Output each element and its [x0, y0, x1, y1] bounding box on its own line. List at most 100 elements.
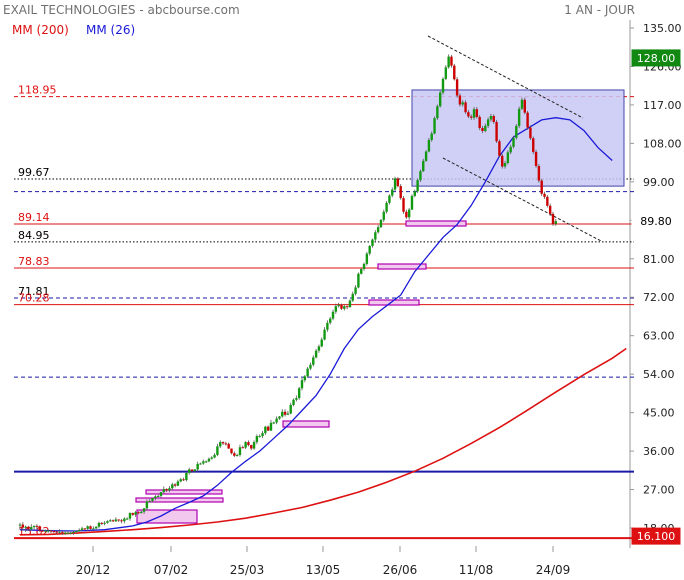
candle-body	[272, 422, 275, 424]
candle-body	[492, 116, 495, 123]
candle-body	[345, 306, 349, 308]
candle-body	[30, 527, 33, 530]
price-tag-label: 16.100	[637, 530, 676, 543]
candle-body	[35, 525, 39, 527]
zone-box	[405, 220, 467, 227]
candle-body	[368, 245, 371, 254]
candle-body	[264, 426, 267, 434]
candle-body	[41, 530, 44, 532]
candle-body	[27, 526, 30, 530]
candle-body	[484, 125, 487, 131]
y-tick-label: 81.00	[643, 253, 675, 266]
candle-body	[244, 442, 247, 448]
candle-body	[410, 195, 414, 210]
candle-body	[80, 528, 84, 531]
candle-body	[89, 526, 92, 529]
candle-body	[289, 404, 292, 414]
zone-box	[282, 420, 330, 428]
candle-body	[537, 166, 541, 181]
y-tick-label: 99.00	[643, 176, 675, 189]
candle-body	[357, 273, 360, 288]
y-tick-label: 108.00	[643, 137, 682, 150]
price-tags: 128.00 89.80 16.100	[631, 49, 681, 545]
candle-body	[430, 133, 433, 140]
candle-body	[156, 495, 160, 497]
candle-body	[283, 411, 287, 415]
candle-body	[188, 469, 191, 473]
x-tick-label: 11/08	[459, 563, 494, 577]
candle-body	[385, 202, 388, 212]
lower-trendline	[442, 157, 604, 243]
candle-body	[131, 513, 134, 515]
candle-body	[75, 530, 78, 532]
candle-body	[49, 530, 53, 532]
candle-body	[489, 116, 493, 120]
mm200-line	[19, 347, 627, 536]
candle-body	[269, 422, 273, 431]
x-tick-label: 07/02	[154, 563, 189, 577]
mm26-line	[19, 117, 613, 532]
candle-body	[140, 511, 143, 514]
candle-body	[436, 106, 439, 119]
candle-body	[343, 306, 346, 309]
candle-body	[393, 178, 397, 190]
legend-mm26: MM (26)	[86, 23, 135, 37]
range-box	[411, 89, 625, 187]
candle-body	[297, 388, 301, 399]
candle-body	[388, 195, 391, 203]
candle-body	[275, 418, 278, 423]
candle-body	[154, 496, 157, 499]
candle-body	[63, 532, 67, 534]
annotations	[135, 35, 625, 524]
candle-body	[103, 522, 106, 524]
price-tag-label: 89.80	[640, 215, 672, 228]
candle-body	[134, 512, 137, 515]
zone-box	[136, 509, 198, 524]
candle-body	[173, 484, 177, 486]
candle-body	[58, 531, 61, 533]
level-label: 89.14	[18, 211, 50, 224]
candle-body	[441, 78, 445, 93]
candle-body	[224, 443, 228, 445]
candle-body	[362, 263, 366, 270]
candle-body	[379, 219, 383, 228]
candle-body	[151, 498, 154, 502]
candle-body	[199, 463, 202, 465]
candle-body	[360, 269, 363, 274]
candle-body	[233, 453, 236, 456]
candle-body	[204, 461, 208, 463]
candle-body	[44, 530, 47, 532]
candle-body	[478, 116, 481, 128]
candle-body	[193, 469, 197, 472]
candle-body	[281, 411, 284, 417]
candle-body	[453, 65, 456, 80]
candle-body	[470, 116, 473, 118]
candle-body	[142, 508, 146, 512]
candle-body	[100, 522, 103, 524]
candle-body	[120, 520, 123, 522]
candle-body	[312, 357, 315, 365]
zone-box	[135, 497, 224, 503]
mm200-series	[19, 347, 627, 536]
candle-body	[306, 368, 309, 377]
candle-body	[495, 122, 498, 142]
candle-body	[455, 79, 459, 96]
candle-body	[97, 522, 101, 527]
candle-body	[438, 92, 442, 107]
candle-body	[348, 300, 352, 308]
candle-body	[125, 518, 129, 520]
y-tick-label: 135.00	[643, 22, 682, 35]
candle-body	[323, 329, 326, 340]
candle-body	[61, 531, 64, 533]
candle-body	[202, 461, 205, 464]
candle-body	[92, 528, 95, 530]
candle-body	[69, 532, 72, 534]
candle-body	[416, 180, 419, 192]
candle-body	[517, 108, 521, 126]
candle-body	[554, 221, 557, 224]
candle-body	[109, 520, 112, 522]
candle-body	[106, 521, 109, 523]
x-tick-label: 13/05	[306, 563, 341, 577]
candle-body	[382, 211, 385, 220]
